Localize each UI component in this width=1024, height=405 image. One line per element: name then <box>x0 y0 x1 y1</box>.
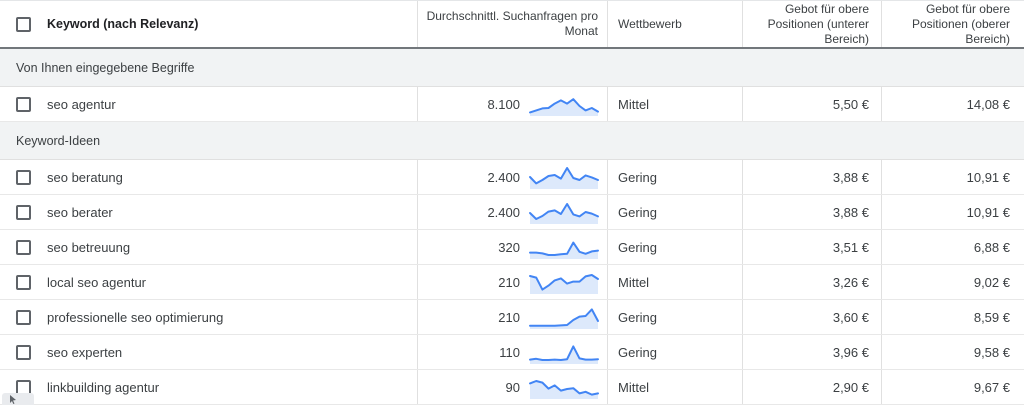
header-top-bid-low-label: Gebot für obere Positionen (unterer Bere… <box>767 1 869 46</box>
keyword-text: seo experten <box>47 344 123 360</box>
competition-value: Mittel <box>618 96 650 112</box>
top-bid-low-value: 3,88 € <box>832 204 869 220</box>
avg-searches-value: 320 <box>498 239 520 255</box>
keyword-row: seo beratung 2.400 Gering 3,88 € 10,91 € <box>0 160 1024 195</box>
header-top-bid-high-label: Gebot für obere Positionen (oberer Berei… <box>911 1 1010 46</box>
row-checkbox[interactable] <box>16 204 31 220</box>
section-label: Von Ihnen eingegebene Begriffe <box>16 60 195 75</box>
section-header-entered-terms: Von Ihnen eingegebene Begriffe <box>0 49 1024 87</box>
top-bid-low-value: 3,26 € <box>832 274 869 290</box>
keyword-text: seo beratung <box>47 169 123 185</box>
keyword-text: seo betreuung <box>47 239 131 255</box>
trend-sparkline <box>528 269 600 295</box>
header-top-bid-high-column[interactable]: Gebot für obere Positionen (oberer Berei… <box>881 1 1024 47</box>
keyword-row: seo agentur 8.100 Mittel 5,50 € 14,08 € <box>0 87 1024 122</box>
competition-value: Mittel <box>618 274 650 290</box>
keyword-row: local seo agentur 210 Mittel 3,26 € 9,02… <box>0 265 1024 300</box>
header-avg-searches-column[interactable]: Durchschnittl. Suchanfragen pro Monat <box>417 1 607 47</box>
keyword-text: seo agentur <box>47 96 116 112</box>
top-bid-high-value: 10,91 € <box>966 204 1010 220</box>
section-header-keyword-ideas: Keyword-Ideen <box>0 122 1024 160</box>
header-keyword-label: Keyword (nach Relevanz) <box>47 16 199 31</box>
row-checkbox[interactable] <box>16 274 31 290</box>
top-bid-high-value: 10,91 € <box>966 169 1010 185</box>
avg-searches-value: 2.400 <box>487 169 520 185</box>
top-bid-high-value: 9,67 € <box>973 379 1010 395</box>
trend-sparkline <box>528 234 600 260</box>
top-bid-high-value: 6,88 € <box>973 239 1010 255</box>
keyword-row: seo betreuung 320 Gering 3,51 € 6,88 € <box>0 230 1024 265</box>
top-bid-low-value: 3,96 € <box>832 344 869 360</box>
row-checkbox[interactable] <box>16 309 31 325</box>
keyword-row: seo experten 110 Gering 3,96 € 9,58 € <box>0 335 1024 370</box>
trend-sparkline <box>528 91 600 117</box>
keyword-text: linkbuilding agentur <box>47 379 160 395</box>
keyword-text: professionelle seo optimierung <box>47 309 224 325</box>
header-top-bid-low-column[interactable]: Gebot für obere Positionen (unterer Bere… <box>742 1 881 47</box>
row-checkbox[interactable] <box>16 344 31 360</box>
top-bid-low-value: 3,88 € <box>832 169 869 185</box>
keyword-row: professionelle seo optimierung 210 Gerin… <box>0 300 1024 335</box>
select-all-checkbox[interactable] <box>16 16 31 32</box>
trend-sparkline <box>528 304 600 330</box>
cursor-icon <box>10 394 16 404</box>
trend-sparkline <box>528 199 600 225</box>
avg-searches-value: 110 <box>499 344 520 360</box>
avg-searches-value: 8.100 <box>487 96 520 112</box>
trend-sparkline <box>528 374 600 400</box>
competition-value: Mittel <box>618 379 650 395</box>
row-checkbox[interactable] <box>16 169 31 185</box>
top-bid-high-value: 9,58 € <box>973 344 1010 360</box>
top-bid-low-value: 2,90 € <box>832 379 869 395</box>
keyword-row: linkbuilding agentur 90 Mittel 2,90 € 9,… <box>0 370 1024 405</box>
top-bid-low-value: 5,50 € <box>832 96 869 112</box>
competition-value: Gering <box>618 309 658 325</box>
competition-value: Gering <box>618 344 658 360</box>
keyword-text: seo berater <box>47 204 113 220</box>
keyword-text: local seo agentur <box>47 274 147 290</box>
top-bid-low-value: 3,51 € <box>832 239 869 255</box>
trend-sparkline <box>528 339 600 365</box>
avg-searches-value: 90 <box>505 379 520 395</box>
mouse-cursor-artifact <box>2 393 34 405</box>
header-keyword-column[interactable]: Keyword (nach Relevanz) <box>0 1 417 47</box>
top-bid-high-value: 9,02 € <box>973 274 1010 290</box>
header-competition-column[interactable]: Wettbewerb <box>607 1 742 47</box>
keyword-row: seo berater 2.400 Gering 3,88 € 10,91 € <box>0 195 1024 230</box>
competition-value: Gering <box>618 204 658 220</box>
top-bid-low-value: 3,60 € <box>832 309 869 325</box>
avg-searches-value: 210 <box>498 309 520 325</box>
top-bid-high-value: 8,59 € <box>973 309 1010 325</box>
avg-searches-value: 210 <box>498 274 520 290</box>
trend-sparkline <box>528 164 600 190</box>
competition-value: Gering <box>618 169 658 185</box>
header-competition-label: Wettbewerb <box>618 16 682 31</box>
section-label: Keyword-Ideen <box>16 133 101 148</box>
top-bid-high-value: 14,08 € <box>966 96 1010 112</box>
table-header-row: Keyword (nach Relevanz) Durchschnittl. S… <box>0 0 1024 49</box>
row-checkbox[interactable] <box>16 239 31 255</box>
header-avg-searches-label: Durchschnittl. Suchanfragen pro Monat <box>426 9 598 38</box>
competition-value: Gering <box>618 239 658 255</box>
avg-searches-value: 2.400 <box>487 204 520 220</box>
row-checkbox[interactable] <box>16 96 31 112</box>
